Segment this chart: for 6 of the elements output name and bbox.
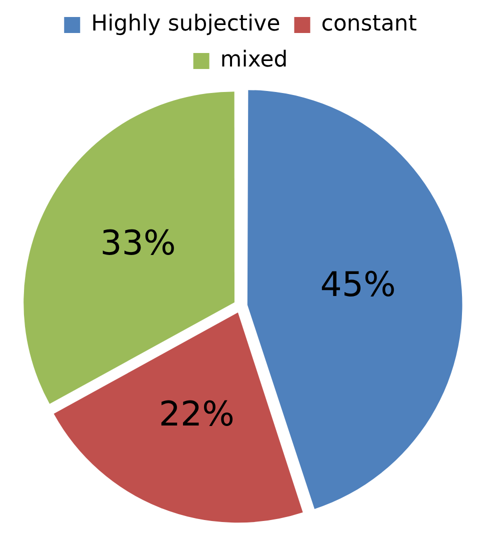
data-label: 33% — [100, 223, 176, 264]
legend-label: mixed — [220, 48, 288, 73]
data-label: 45% — [320, 265, 396, 306]
legend-label: Highly subjective — [91, 12, 280, 37]
legend-label: constant — [321, 12, 418, 37]
data-label: 22% — [158, 394, 234, 434]
